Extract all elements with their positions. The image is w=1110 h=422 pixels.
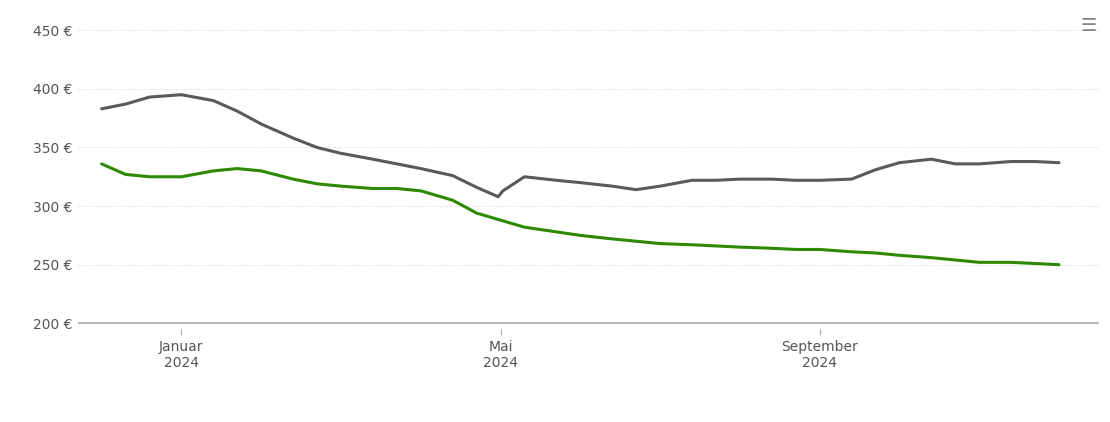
Legend: lose Ware, Sackware: lose Ware, Sackware bbox=[467, 417, 709, 422]
Text: ☰: ☰ bbox=[1080, 17, 1097, 35]
